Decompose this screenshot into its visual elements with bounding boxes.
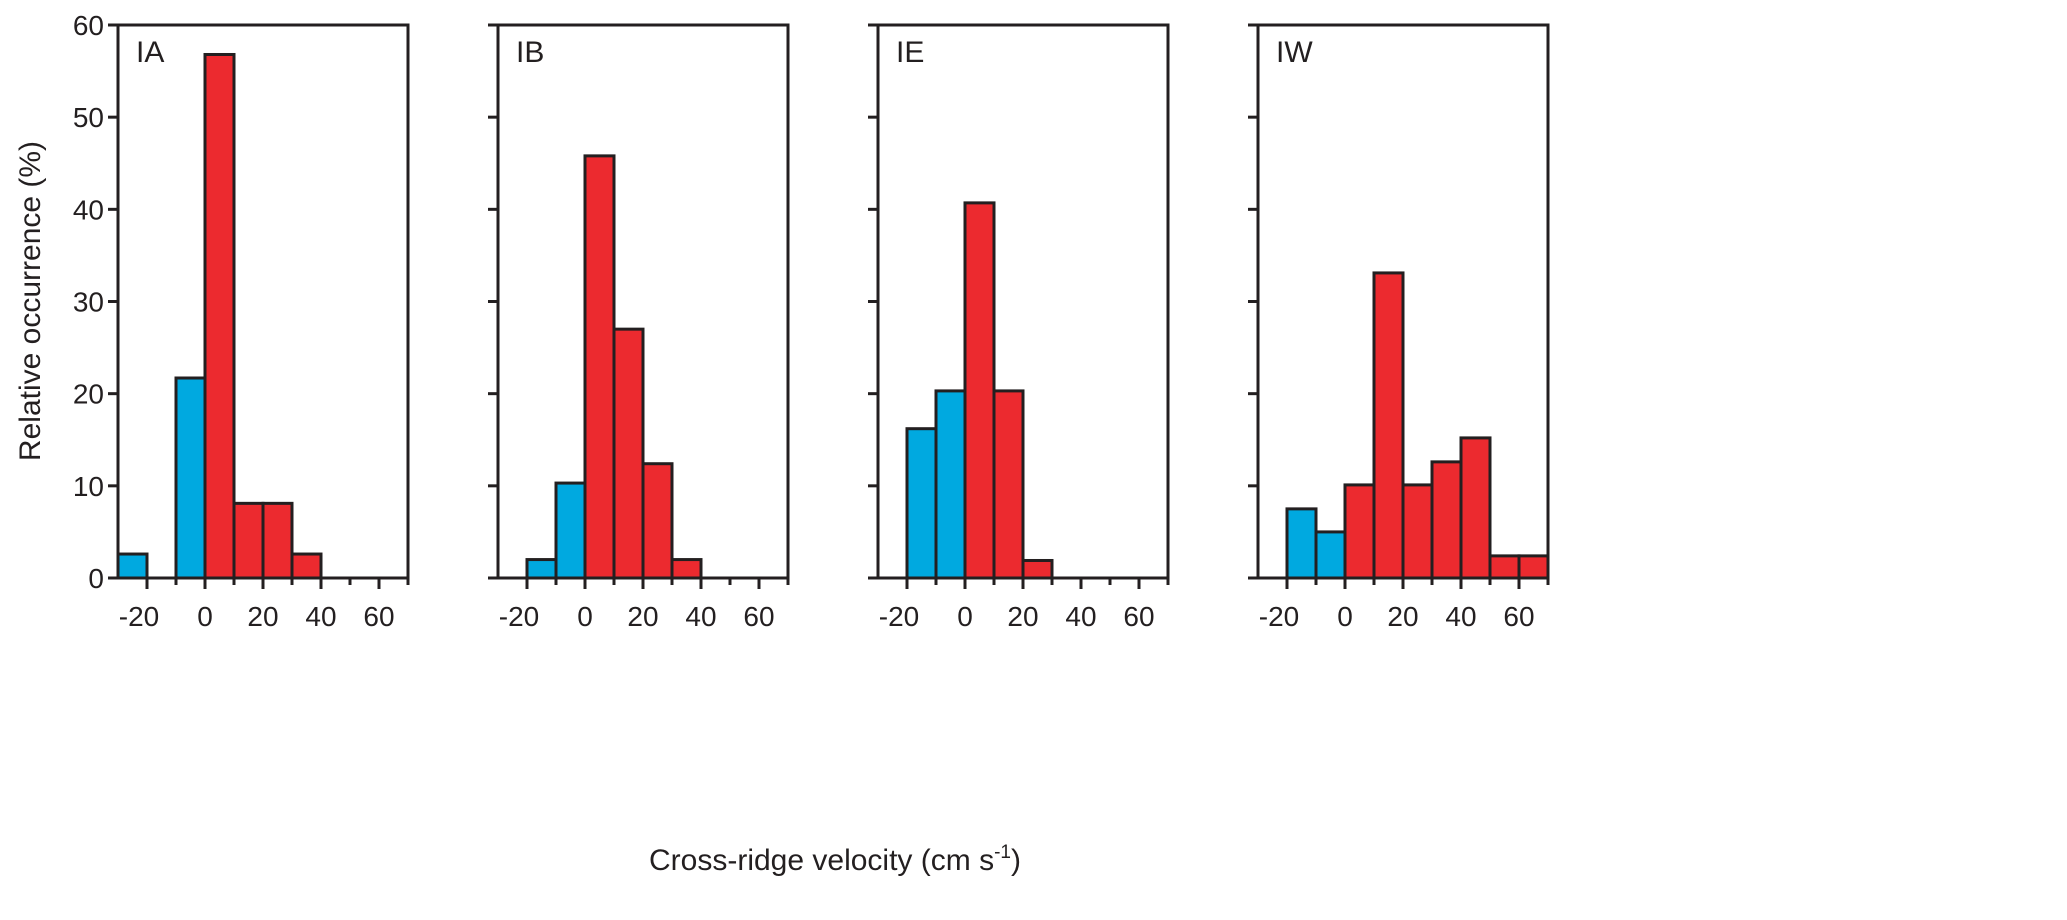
histogram-bar bbox=[670, 558, 703, 580]
x-tick-label: 40 bbox=[305, 601, 336, 632]
y-tick-label: 50 bbox=[73, 102, 104, 133]
x-tick-label: 20 bbox=[627, 601, 658, 632]
panel-label: IB bbox=[516, 36, 544, 69]
panel-label: IE bbox=[896, 36, 924, 69]
panel-iw: IW -20 0 20 40 60 bbox=[1248, 23, 1550, 632]
histogram-bar bbox=[1314, 530, 1347, 580]
x-tick-label: -20 bbox=[879, 601, 919, 632]
histogram-bar bbox=[934, 389, 967, 580]
x-axis-label: Cross-ridge velocity (cm s-1) bbox=[649, 842, 1021, 877]
histogram-bar bbox=[583, 154, 616, 580]
histogram-bar bbox=[905, 427, 938, 580]
y-tick-label: 0 bbox=[88, 563, 104, 594]
histogram-bar bbox=[554, 481, 587, 580]
plot-frame bbox=[116, 23, 410, 580]
histogram-bar bbox=[612, 327, 645, 580]
x-tick-label: 40 bbox=[1065, 601, 1096, 632]
histogram-bar bbox=[1285, 507, 1318, 580]
histogram-bar bbox=[1517, 554, 1550, 580]
x-tick-label: 0 bbox=[1337, 601, 1353, 632]
y-tick-label: 40 bbox=[73, 194, 104, 225]
y-tick-label: 60 bbox=[73, 10, 104, 41]
panel-ib: IB -20 0 20 40 60 bbox=[488, 23, 790, 632]
histogram-bar bbox=[1401, 483, 1434, 580]
histogram-bar bbox=[1021, 558, 1054, 580]
x-tick-label: 0 bbox=[197, 601, 213, 632]
histogram-bar bbox=[1372, 271, 1405, 580]
histogram-bar bbox=[290, 552, 323, 580]
x-tick-label: -20 bbox=[499, 601, 539, 632]
x-tick-label: 20 bbox=[247, 601, 278, 632]
histogram-bar bbox=[641, 462, 674, 580]
x-tick-label: 40 bbox=[1445, 601, 1476, 632]
panel-label: IA bbox=[136, 36, 164, 69]
x-tick-label: 0 bbox=[957, 601, 973, 632]
panel-ie: IE -20 0 20 40 60 bbox=[868, 23, 1170, 632]
x-tick-label: 20 bbox=[1007, 601, 1038, 632]
y-axis-label: Relative occurrence (%) bbox=[14, 141, 47, 461]
histogram-bar bbox=[261, 501, 294, 580]
histogram-bar bbox=[963, 201, 996, 580]
panel-label: IW bbox=[1276, 36, 1313, 69]
x-tick-label: -20 bbox=[1259, 601, 1299, 632]
x-tick-label: -20 bbox=[119, 601, 159, 632]
histogram-bar bbox=[1430, 460, 1463, 580]
x-tick-label: 60 bbox=[363, 601, 394, 632]
histogram-bar bbox=[992, 389, 1025, 580]
x-tick-label: 20 bbox=[1387, 601, 1418, 632]
histogram-bar bbox=[203, 52, 236, 580]
histogram-bar bbox=[525, 558, 558, 580]
histogram-bar bbox=[1343, 483, 1376, 580]
x-tick-label: 0 bbox=[577, 601, 593, 632]
x-tick-label: 40 bbox=[685, 601, 716, 632]
x-tick-label: 60 bbox=[743, 601, 774, 632]
y-tick-label: 10 bbox=[73, 471, 104, 502]
x-tick-label: 60 bbox=[1123, 601, 1154, 632]
y-tick-label: 30 bbox=[73, 287, 104, 318]
histogram-bar bbox=[174, 376, 207, 580]
histogram-bar bbox=[1459, 436, 1492, 580]
histogram-bar bbox=[232, 501, 265, 580]
y-tick-label: 20 bbox=[73, 379, 104, 410]
histogram-bar bbox=[1488, 554, 1521, 580]
panel-ia: IA 0 10 20 30 40 50 60 -20 0 20 40 60 bbox=[73, 10, 410, 632]
histogram-bar bbox=[116, 552, 149, 580]
x-tick-label: 60 bbox=[1503, 601, 1534, 632]
